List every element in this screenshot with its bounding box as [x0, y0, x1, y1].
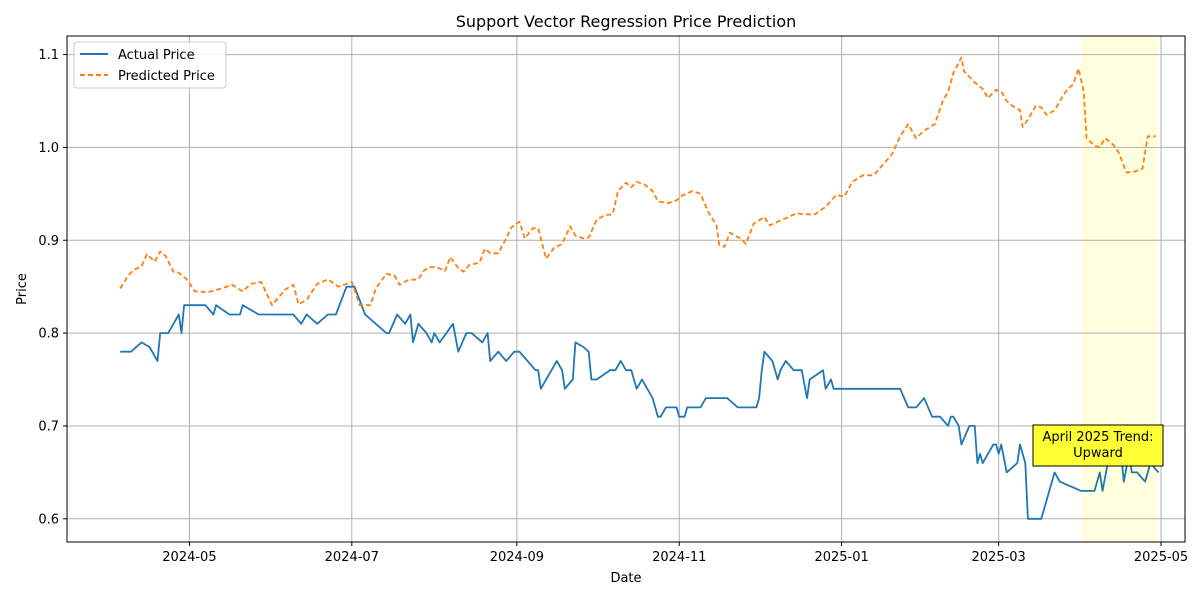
tick-layer: 2024-05 2024-07 2024-09 2024-11 2025-01 2025-… [38, 48, 1188, 565]
y-tick-label: 1.0 [38, 141, 59, 156]
y-tick-label: 0.8 [38, 327, 59, 342]
plot-frame [66, 35, 1186, 543]
x-tick-label: 2024-05 [162, 550, 216, 565]
x-tick-label: 2024-07 [325, 550, 379, 565]
y-tick-label: 0.7 [38, 419, 59, 434]
x-tick-label: 2024-11 [652, 550, 706, 565]
annotation-line-1: April 2025 Trend: [1042, 430, 1153, 445]
legend-box [73, 41, 227, 89]
y-tick-label: 0.6 [38, 512, 59, 527]
x-tick-label: 2025-03 [972, 550, 1026, 565]
annotation-line-2: Upward [1073, 446, 1123, 461]
series-layer [119, 56, 1160, 520]
chart-title: Support Vector Regression Price Predicti… [456, 12, 797, 31]
annotation-box [1032, 424, 1164, 467]
y-tick-label: 0.9 [38, 234, 59, 249]
x-tick-label: 2025-01 [814, 550, 868, 565]
y-axis-title: Price [15, 273, 30, 305]
legend-label-actual: Actual Price [118, 48, 195, 63]
legend: Actual Price Predicted Price [73, 41, 227, 89]
y-tick-label: 1.1 [38, 48, 59, 63]
grid-layer [67, 36, 1185, 542]
legend-label-predicted: Predicted Price [118, 69, 215, 84]
x-tick-label: 2024-09 [490, 550, 544, 565]
x-tick-label: 2025-05 [1134, 550, 1188, 565]
series-line-actual-price [120, 285, 1160, 520]
annotation: April 2025 Trend: Upward [1032, 424, 1164, 467]
series-line-predicted-price [119, 56, 1156, 307]
x-axis-title: Date [610, 571, 641, 586]
